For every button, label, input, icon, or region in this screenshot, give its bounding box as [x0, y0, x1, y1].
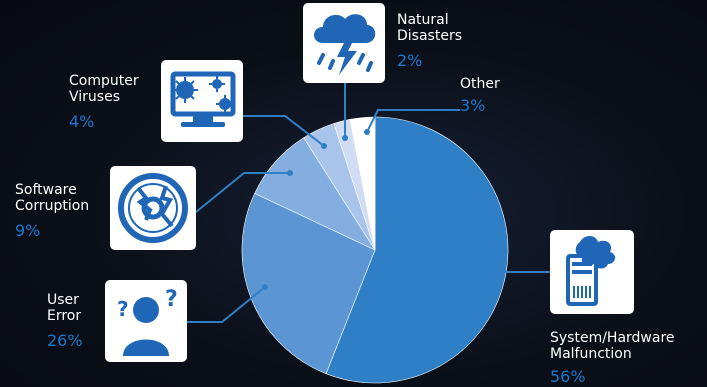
leader-line-user [187, 286, 266, 323]
user-error-percent: 26% [47, 331, 83, 350]
leader-dot-virus [321, 143, 327, 149]
computer-virus-icon [170, 71, 236, 127]
leader-dot-system [489, 269, 495, 275]
computer-viruses-icon-box [161, 60, 243, 142]
system-hardware-icon-box [550, 230, 634, 314]
leader-line-other [366, 109, 460, 133]
pie-slice-system [325, 116, 509, 384]
leader-lines [187, 83, 550, 323]
smoking-computer-tower-icon [566, 236, 616, 306]
system-hardware-percent: 56% [550, 367, 586, 386]
pie-slices [241, 116, 509, 384]
leader-dot-natural [342, 135, 348, 141]
system-hardware-label-line1: System/Hardware [550, 330, 675, 346]
software-corruption-label-line1: Software [15, 182, 77, 198]
leader-dot-software [287, 170, 293, 176]
confused-user-icon: ? ? [117, 287, 178, 356]
computer-viruses-label-line1: Computer [69, 73, 139, 89]
software-corruption-label-line2: Corruption [15, 198, 90, 214]
broken-disc-icon [118, 173, 188, 243]
svg-text:?: ? [117, 297, 129, 321]
computer-viruses-percent: 4% [69, 112, 95, 131]
leader-dot-user [262, 284, 268, 290]
leader-line-software [195, 172, 290, 213]
other-label: Other [460, 76, 500, 92]
software-corruption-percent: 9% [15, 221, 41, 240]
leader-line-virus [243, 115, 325, 147]
software-corruption-icon-box [110, 166, 196, 250]
natural-disasters-percent: 2% [397, 51, 423, 70]
computer-viruses-label-line2: Viruses [69, 89, 120, 105]
other-percent: 3% [460, 96, 486, 115]
user-error-icon-box: ? ? [105, 280, 187, 362]
user-error-label-line1: User [47, 292, 79, 308]
svg-text:?: ? [165, 287, 178, 312]
natural-disasters-label-line1: Natural [397, 12, 449, 28]
storm-cloud-icon [314, 14, 376, 75]
natural-disasters-icon-box [303, 3, 385, 83]
natural-disasters-label-line2: Disasters [397, 28, 462, 44]
user-error-label-line2: Error [47, 308, 82, 324]
system-hardware-label-line2: Malfunction [550, 346, 632, 362]
leader-dot-other [364, 129, 370, 135]
